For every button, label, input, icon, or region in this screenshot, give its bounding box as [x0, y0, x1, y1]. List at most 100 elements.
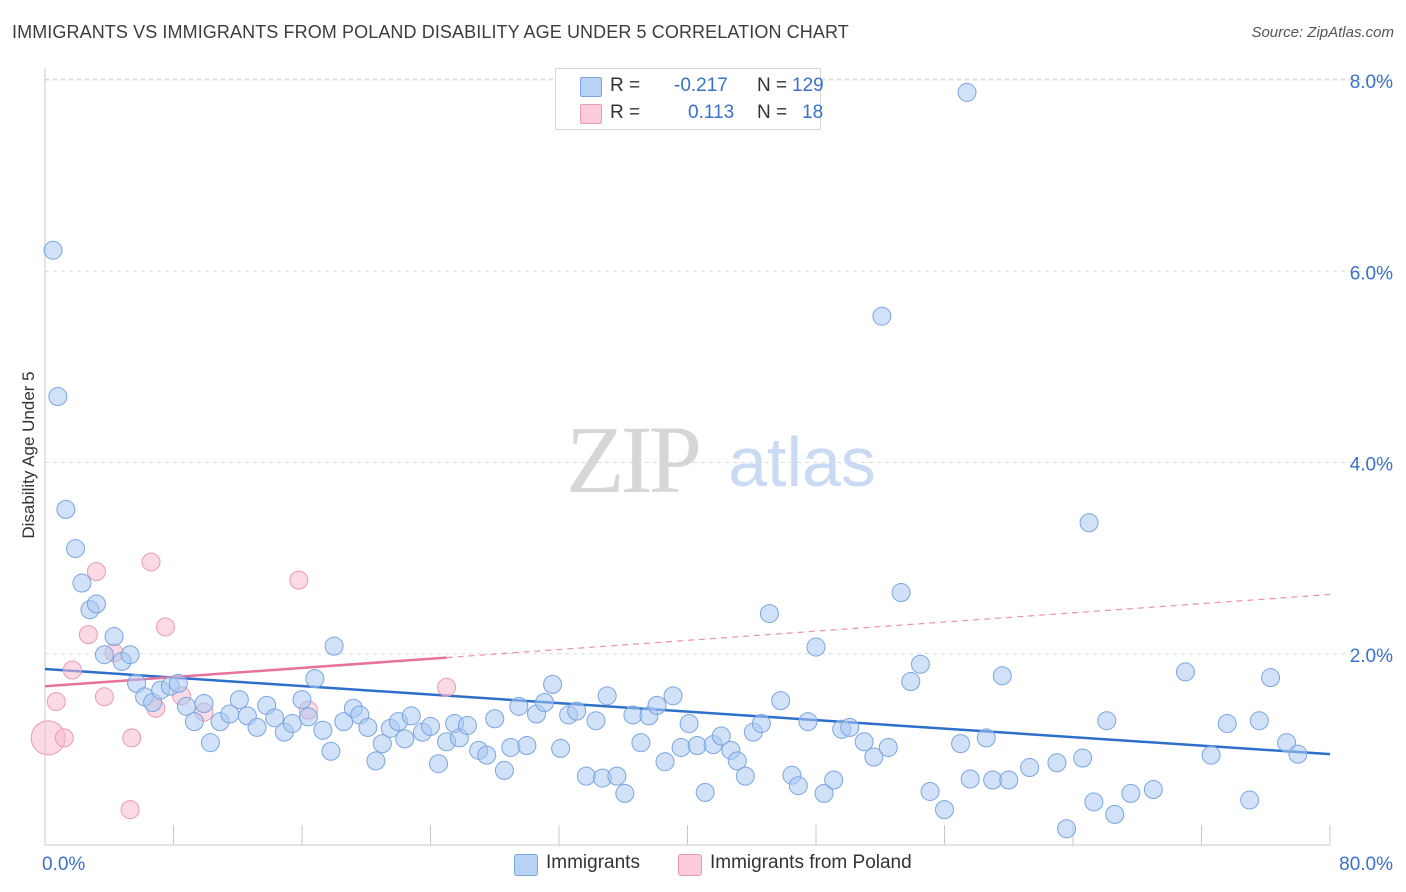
immigrants-point: [671, 737, 691, 757]
watermark: ZIP atlas: [566, 406, 876, 513]
n-label: N =: [757, 75, 788, 96]
r-label: R =: [610, 102, 641, 123]
immigrants-point: [1217, 714, 1237, 734]
immigrants-point: [395, 729, 415, 749]
immigrants-point: [94, 645, 114, 665]
immigrants-point: [960, 769, 980, 789]
immigrants-point: [647, 695, 667, 715]
immigrants-point: [334, 712, 354, 732]
immigrants-point: [282, 714, 302, 734]
immigrants-point: [920, 781, 940, 801]
immigrants-point: [324, 636, 344, 656]
watermark-zip: ZIP: [566, 406, 699, 513]
n-value: 18: [802, 102, 824, 123]
poland-point: [46, 692, 66, 712]
immigrants-point: [607, 766, 627, 786]
x-tick-label: 80.0%: [1339, 854, 1393, 875]
chart-title: IMMIGRANTS VS IMMIGRANTS FROM POLAND DIS…: [12, 22, 849, 42]
immigrants-point: [305, 669, 325, 689]
immigrants-trend-line: [44, 667, 1331, 756]
immigrants-point: [1240, 790, 1260, 810]
poland-point: [62, 660, 82, 680]
immigrants-point: [976, 728, 996, 748]
immigrants-point: [814, 783, 834, 803]
immigrants-point: [543, 674, 563, 694]
legend-swatch-blue: [580, 77, 602, 97]
poland-trend-line: [44, 656, 447, 688]
immigrants-point: [298, 707, 318, 727]
poland-point: [437, 677, 457, 697]
legend-swatch-pink: [580, 104, 602, 124]
legend-swatch-pink: [678, 854, 702, 876]
immigrants-point: [663, 686, 683, 706]
immigrants-point: [597, 686, 617, 706]
immigrants-point: [798, 712, 818, 732]
immigrants-point: [576, 766, 596, 786]
source-credit: Source: ZipAtlas.com: [1251, 24, 1394, 41]
poland-point: [54, 728, 74, 748]
y-tick-label: 8.0%: [1350, 72, 1393, 93]
poland-point: [120, 800, 140, 820]
immigrants-point: [623, 705, 643, 725]
immigrants-point: [878, 737, 898, 757]
immigrants-point: [951, 734, 971, 754]
immigrants-point: [759, 604, 779, 624]
immigrants-point: [1057, 819, 1077, 839]
immigrants-point: [56, 499, 76, 519]
immigrants-point: [711, 726, 731, 746]
immigrants-point: [872, 306, 892, 326]
immigrants-point: [86, 594, 106, 614]
immigrants-point: [727, 751, 747, 771]
immigrants-point: [901, 671, 921, 691]
immigrants-point: [509, 696, 529, 716]
immigrants-point: [891, 583, 911, 603]
immigrants-point: [551, 738, 571, 758]
immigrants-point: [1288, 744, 1308, 764]
immigrants-point: [1079, 513, 1099, 533]
immigrants-point: [372, 734, 392, 754]
y-tick-label: 4.0%: [1350, 455, 1393, 476]
immigrants-point: [168, 673, 188, 693]
immigrants-point: [321, 741, 341, 761]
immigrants-point: [751, 714, 771, 734]
poland-point: [86, 562, 106, 582]
immigrants-point: [104, 627, 124, 647]
immigrants-point: [1143, 780, 1163, 800]
immigrants-point: [229, 690, 249, 710]
poland-point: [78, 625, 98, 645]
immigrants-point: [983, 770, 1003, 790]
immigrants-point: [485, 709, 505, 729]
immigrants-point: [517, 736, 537, 756]
immigrants-point: [687, 736, 707, 756]
immigrants-point: [957, 82, 977, 102]
immigrants-point: [1097, 711, 1117, 731]
immigrants-point: [999, 770, 1019, 790]
n-value: 129: [792, 75, 824, 96]
immigrants-point: [184, 712, 204, 732]
immigrants-point: [615, 783, 635, 803]
stats-legend: R = -0.217 N = 129 R = 0.113 N = 18: [555, 68, 824, 130]
immigrants-point: [358, 717, 378, 737]
immigrants-point: [1121, 783, 1141, 803]
immigrants-point: [1175, 662, 1195, 682]
immigrants-point: [864, 747, 884, 767]
series-legend: Immigrants Immigrants from Poland: [0, 852, 1406, 878]
y-tick-label: 2.0%: [1350, 646, 1393, 667]
immigrants-point: [992, 666, 1012, 686]
poland-point: [289, 570, 309, 590]
immigrants-point: [200, 733, 220, 753]
immigrants-point: [501, 737, 521, 757]
immigrants-point: [1020, 758, 1040, 778]
immigrants-point: [194, 693, 214, 713]
watermark-atlas: atlas: [728, 423, 876, 501]
grid-lines: [45, 78, 1392, 655]
immigrants-point: [292, 690, 312, 710]
axes: [44, 68, 1331, 846]
immigrants-point: [247, 717, 267, 737]
y-tick-label: 6.0%: [1350, 263, 1393, 284]
immigrants-point: [66, 539, 86, 559]
trend-lines: [44, 593, 1331, 756]
immigrants-point: [494, 760, 514, 780]
immigrants-point: [421, 716, 440, 736]
